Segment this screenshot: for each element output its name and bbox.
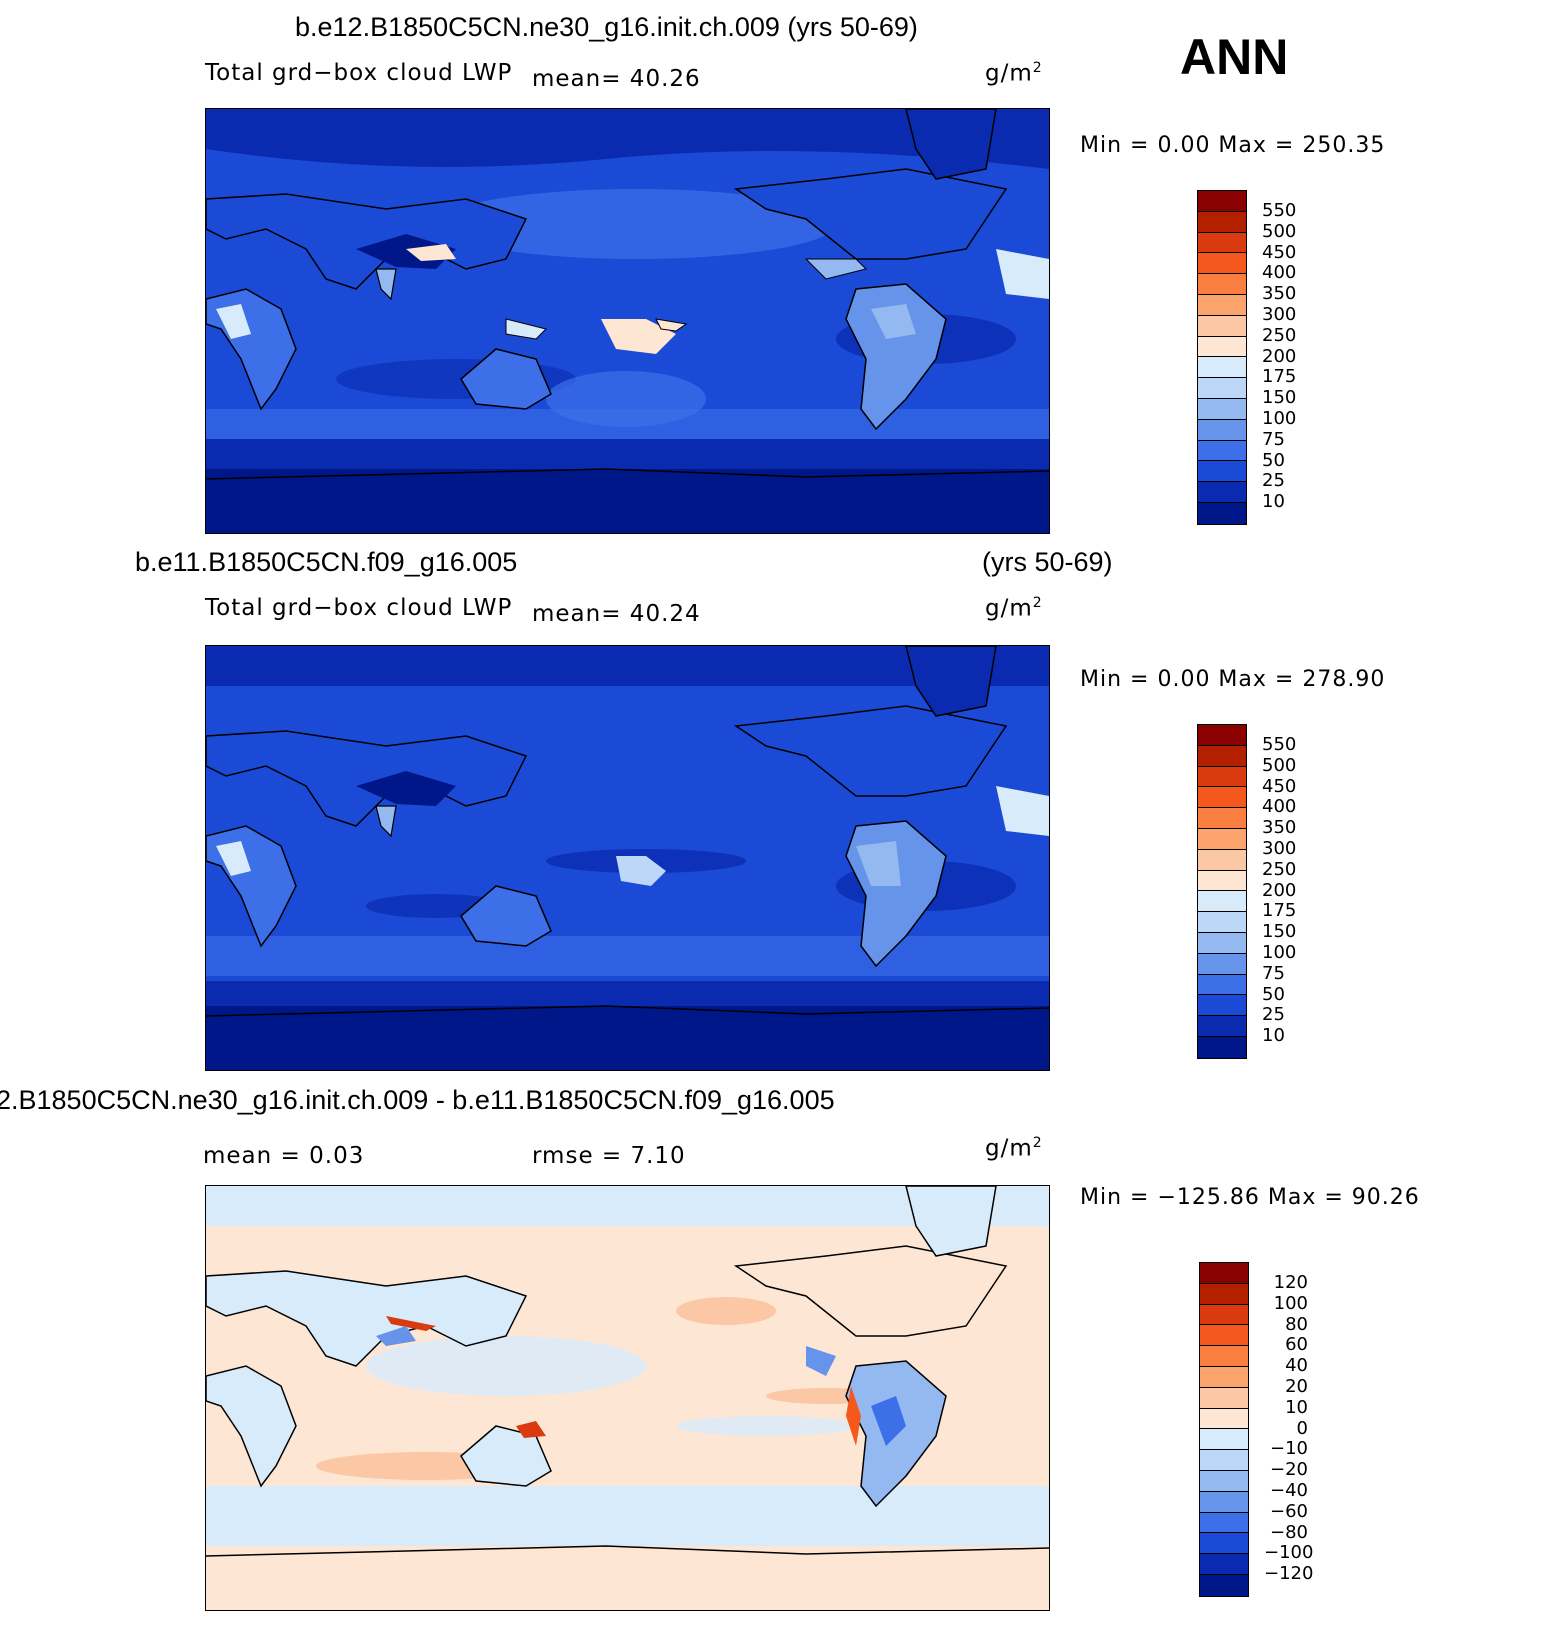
colorbar-swatch [1200, 1283, 1248, 1305]
colorbar-swatch [1200, 1408, 1248, 1430]
colorbar-swatch [1200, 1346, 1248, 1367]
colorbar-swatch [1198, 253, 1246, 275]
colorbar-swatch [1198, 232, 1246, 254]
colorbar-swatch [1198, 974, 1246, 996]
units-label: g/m2 [985, 595, 1043, 622]
season-label: ANN [1180, 29, 1289, 85]
panel-title: b.e11.B1850C5CN.f09_g16.005 [135, 547, 518, 577]
colorbar-swatch [1200, 1263, 1248, 1284]
panel-title: 2.B1850C5CN.ne30_g16.init.ch.009 - b.e11… [0, 1085, 835, 1115]
colorbar-swatch [1198, 891, 1246, 913]
colorbar-swatch [1198, 294, 1246, 316]
panel-title: b.e12.B1850C5CN.ne30_g16.init.ch.009 (yr… [295, 12, 918, 42]
colorbar [1197, 190, 1247, 525]
min-max-label: Min = 0.00 Max = 250.35 [1080, 133, 1386, 158]
min-max-label: Min = 0.00 Max = 278.90 [1080, 667, 1386, 692]
map-plot [205, 108, 1050, 534]
units-label: g/m2 [985, 1135, 1043, 1162]
colorbar-swatch [1198, 357, 1246, 379]
colorbar-swatch [1198, 995, 1246, 1017]
colorbar [1199, 1262, 1249, 1597]
map-plot [205, 1185, 1050, 1611]
colorbar-swatch [1200, 1574, 1248, 1596]
colorbar-swatch [1198, 932, 1246, 954]
colorbar-swatch [1198, 336, 1246, 358]
colorbar-labels: 120 100 80 60 40 20 10 0 −10 −20 −40 −60 −80 −1… [1264, 1272, 1314, 1585]
colorbar-swatch [1198, 191, 1246, 212]
mean-label: mean = 0.03 [203, 1143, 365, 1169]
colorbar-swatch [1198, 274, 1246, 295]
colorbar-swatch [1198, 870, 1246, 892]
colorbar-swatch [1200, 1304, 1248, 1326]
colorbar-swatch [1198, 482, 1246, 503]
mean-label: mean= 40.24 [532, 601, 701, 627]
panel-difference: 2.B1850C5CN.ne30_g16.init.ch.009 - b.e11… [0, 1085, 1547, 1625]
colorbar-swatch [1198, 398, 1246, 420]
colorbar-swatch [1198, 461, 1246, 483]
rmse-label: rmse = 7.10 [532, 1143, 686, 1169]
colorbar-swatch [1198, 725, 1246, 746]
colorbar-swatch [1200, 1491, 1248, 1513]
variable-label: Total grd−box cloud LWP [205, 60, 513, 86]
colorbar-swatch [1198, 787, 1246, 809]
colorbar-swatch [1198, 849, 1246, 871]
colorbar-swatch [1198, 502, 1246, 524]
min-max-label: Min = −125.86 Max = 90.26 [1080, 1185, 1420, 1210]
panel-test-case: b.e12.B1850C5CN.ne30_g16.init.ch.009 (yr… [0, 0, 1547, 540]
colorbar-swatch [1200, 1366, 1248, 1388]
panel-control-case: b.e11.B1850C5CN.f09_g16.005 (yrs 50-69) … [0, 535, 1547, 1075]
colorbar-swatch [1198, 912, 1246, 933]
colorbar [1197, 724, 1247, 1059]
colorbar-swatch [1200, 1325, 1248, 1347]
colorbar-swatch [1198, 1016, 1246, 1037]
colorbar-swatch [1198, 378, 1246, 399]
colorbar-labels: 550 500 450 400 350 300 250 200 175 150 100 75… [1262, 734, 1297, 1047]
colorbar-swatch [1198, 211, 1246, 233]
colorbar-swatch [1200, 1429, 1248, 1451]
colorbar-swatch [1198, 808, 1246, 829]
map-plot [205, 645, 1050, 1071]
colorbar-swatch [1198, 953, 1246, 975]
colorbar-swatch [1198, 419, 1246, 441]
colorbar-swatch [1198, 766, 1246, 788]
colorbar-swatch [1200, 1387, 1248, 1409]
colorbar-swatch [1198, 745, 1246, 767]
colorbar-swatch [1198, 315, 1246, 337]
colorbar-swatch [1200, 1512, 1248, 1534]
colorbar-swatch [1200, 1470, 1248, 1492]
colorbar-swatch [1200, 1450, 1248, 1471]
mean-label: mean= 40.26 [532, 66, 701, 92]
variable-label: Total grd−box cloud LWP [205, 595, 513, 621]
panel-title-years: (yrs 50-69) [982, 547, 1113, 577]
colorbar-swatch [1198, 440, 1246, 462]
colorbar-swatch [1200, 1533, 1248, 1555]
colorbar-labels: 550 500 450 400 350 300 250 200 175 150 100 75… [1262, 200, 1297, 513]
colorbar-swatch [1198, 1036, 1246, 1058]
colorbar-swatch [1200, 1554, 1248, 1575]
colorbar-swatch [1198, 828, 1246, 850]
units-label: g/m2 [985, 60, 1043, 87]
